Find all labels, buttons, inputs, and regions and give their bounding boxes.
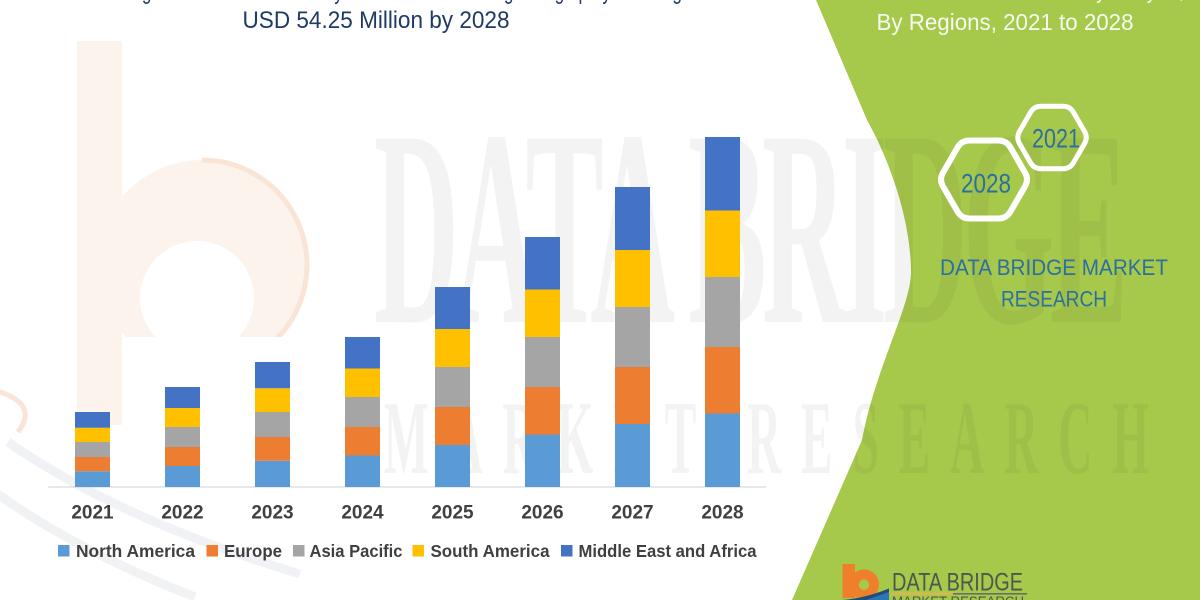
svg-text:DATA BRIDGE MARKET: DATA BRIDGE MARKET	[940, 255, 1168, 280]
svg-text:2023: 2023	[251, 503, 293, 524]
svg-text:North America: North America	[76, 541, 195, 561]
svg-text:DATA BRIDGE: DATA BRIDGE	[892, 569, 1023, 597]
svg-text:2027: 2027	[611, 503, 653, 524]
svg-text:2028: 2028	[701, 503, 743, 524]
svg-text:RESEARCH: RESEARCH	[1001, 287, 1107, 312]
svg-text:2021: 2021	[1032, 124, 1080, 154]
svg-text:2025: 2025	[431, 503, 474, 524]
svg-text:DATA BRIDGE: DATA BRIDGE	[374, 74, 1128, 383]
svg-text:USD 54.25 Million by 2028: USD 54.25 Million by 2028	[243, 7, 510, 34]
svg-text:MARKET RESEARCH: MARKET RESEARCH	[892, 594, 1024, 600]
svg-text:South America: South America	[431, 541, 550, 561]
svg-text:By Regions, 2021 to 2028: By Regions, 2021 to 2028	[877, 9, 1134, 35]
svg-text:2028: 2028	[961, 169, 1011, 199]
svg-text:Europe: Europe	[224, 541, 282, 561]
svg-text:2021: 2021	[71, 503, 114, 524]
svg-text:Asia Pacific: Asia Pacific	[310, 541, 403, 561]
svg-text:MARKET RESEARCH: MARKET RESEARCH	[384, 379, 1149, 496]
svg-text:Global Market Share and Indust: Global Market Share and Industry Analysi…	[828, 0, 1184, 3]
svg-text:2024: 2024	[341, 503, 384, 524]
svg-text:2026: 2026	[521, 503, 563, 524]
svg-text:Data Bridge Market Research an: Data Bridge Market Research analyses the…	[70, 0, 682, 5]
svg-text:Middle East and Africa: Middle East and Africa	[579, 541, 757, 561]
svg-text:2022: 2022	[161, 503, 203, 524]
